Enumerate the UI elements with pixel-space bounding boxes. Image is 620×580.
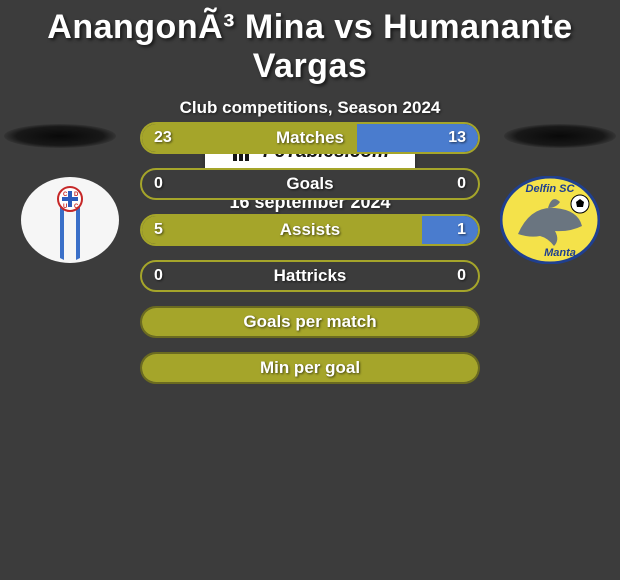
bar-label: Hattricks [142, 262, 478, 290]
bar-label: Goals [142, 170, 478, 198]
bar-value-right: 0 [457, 262, 466, 290]
svg-text:C: C [63, 192, 68, 198]
bar-label: Assists [142, 216, 478, 244]
svg-text:D: D [74, 192, 79, 198]
stat-bar: Goals per match [140, 306, 480, 338]
stat-bar: Goals0 0 [140, 168, 480, 200]
svg-text:Delfin SC: Delfin SC [526, 183, 576, 195]
crest-left: C D U C [20, 176, 120, 264]
player-shadow-right [504, 124, 616, 148]
bar-value-right: 1 [457, 216, 466, 244]
page-title: AnangonÃ³ Mina vs Humanante Vargas [0, 0, 620, 86]
subtitle: Club competitions, Season 2024 [0, 98, 620, 118]
bar-label: Matches [142, 124, 478, 152]
stat-bar: Min per goal [140, 352, 480, 384]
bar-label: Goals per match [142, 308, 478, 336]
bar-value-left: 0 [154, 170, 163, 198]
bar-label: Min per goal [142, 354, 478, 382]
bar-value-right: 13 [448, 124, 466, 152]
svg-text:C: C [74, 204, 79, 210]
bar-value-left: 23 [154, 124, 172, 152]
bar-value-right: 0 [457, 170, 466, 198]
universidad-catolica-crest-icon: C D U C [20, 176, 120, 264]
delfin-sc-crest-icon: Delfin SC Manta [500, 176, 600, 264]
crest-right: Delfin SC Manta [500, 176, 600, 264]
svg-text:U: U [63, 204, 67, 210]
stat-bar: Hattricks0 0 [140, 260, 480, 292]
player-shadow-left [4, 124, 116, 148]
stats-bars: Matches2313Goals00Assists51Hattricks00Go… [140, 122, 480, 398]
stat-bar: Assists5 1 [140, 214, 480, 246]
svg-text:Manta: Manta [544, 247, 576, 259]
bar-value-left: 0 [154, 262, 163, 290]
stat-bar: Matches23 13 [140, 122, 480, 154]
bar-value-left: 5 [154, 216, 163, 244]
